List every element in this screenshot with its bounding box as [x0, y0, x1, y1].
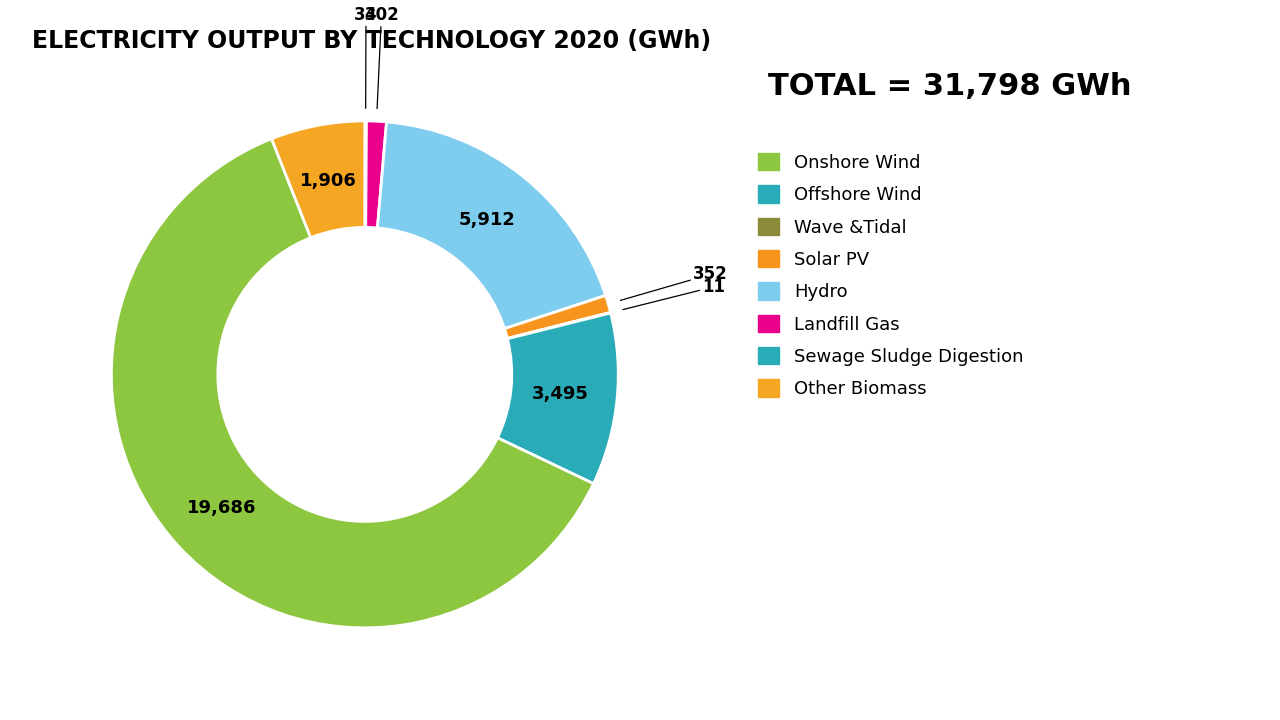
Text: 1,906: 1,906 — [300, 173, 356, 191]
Text: 5,912: 5,912 — [458, 212, 516, 230]
Wedge shape — [507, 312, 611, 339]
Wedge shape — [378, 122, 605, 328]
Legend: Onshore Wind, Offshore Wind, Wave &Tidal, Solar PV, Hydro, Landfill Gas, Sewage : Onshore Wind, Offshore Wind, Wave &Tidal… — [758, 153, 1024, 398]
Wedge shape — [365, 121, 366, 228]
Wedge shape — [366, 121, 387, 228]
Text: 11: 11 — [623, 278, 726, 310]
Text: 402: 402 — [364, 6, 399, 109]
Wedge shape — [498, 313, 618, 484]
Wedge shape — [111, 139, 594, 628]
Wedge shape — [271, 121, 365, 238]
Text: ELECTRICITY OUTPUT BY TECHNOLOGY 2020 (GWh): ELECTRICITY OUTPUT BY TECHNOLOGY 2020 (G… — [32, 29, 712, 53]
Text: 33: 33 — [355, 6, 378, 108]
Text: 3,495: 3,495 — [531, 385, 589, 403]
Text: 19,686: 19,686 — [187, 500, 256, 518]
Text: 352: 352 — [621, 265, 728, 300]
Text: TOTAL = 31,798 GWh: TOTAL = 31,798 GWh — [768, 72, 1132, 101]
Wedge shape — [504, 295, 611, 338]
